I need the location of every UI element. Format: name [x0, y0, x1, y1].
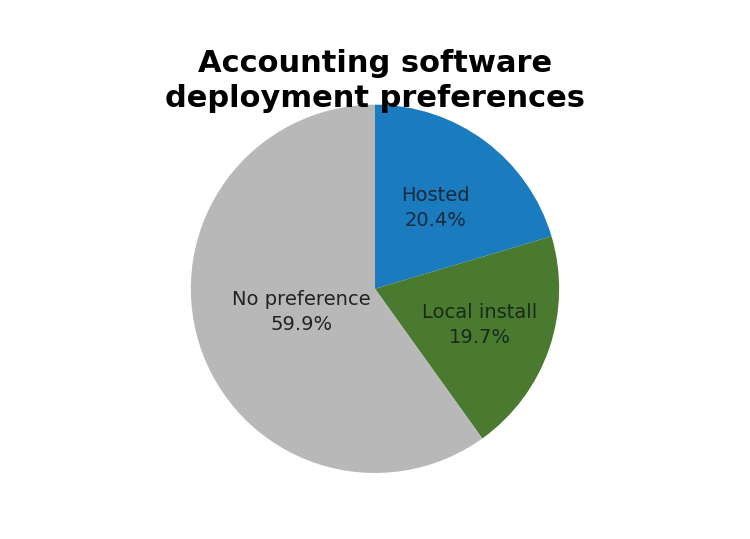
Wedge shape: [190, 105, 482, 473]
Wedge shape: [375, 105, 551, 289]
Text: Hosted
20.4%: Hosted 20.4%: [401, 185, 470, 230]
Text: Local install
19.7%: Local install 19.7%: [422, 302, 537, 347]
Wedge shape: [375, 236, 560, 439]
Text: Accounting software
deployment preferences: Accounting software deployment preferenc…: [165, 49, 585, 113]
Text: No preference
59.9%: No preference 59.9%: [232, 291, 370, 335]
